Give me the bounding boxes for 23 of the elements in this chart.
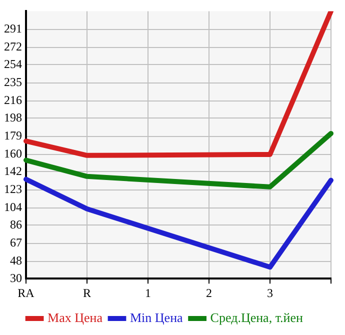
legend-label: Min Цена xyxy=(130,310,184,325)
y-tick-label: 216 xyxy=(4,93,22,108)
y-tick-label: 272 xyxy=(4,40,22,54)
y-tick-label: 123 xyxy=(4,182,22,196)
y-tick-label: 48 xyxy=(10,254,22,268)
y-tick-label: 30 xyxy=(10,270,22,285)
x-tick-label: 2 xyxy=(206,286,212,300)
y-tick-label: 291 xyxy=(4,22,22,36)
legend-label: Сред.Цена, т.йен xyxy=(210,310,304,325)
x-tick-label: 3 xyxy=(267,286,273,300)
y-tick-label: 198 xyxy=(4,110,22,124)
y-tick-label: 254 xyxy=(4,56,22,71)
legend-label: Max Цена xyxy=(48,310,103,325)
y-tick-label: 86 xyxy=(10,217,22,232)
x-tick-label: R xyxy=(82,286,92,300)
y-tick-label: 142 xyxy=(4,164,22,178)
y-tick-label: 104 xyxy=(4,200,22,214)
y-tick-label: 235 xyxy=(4,74,22,89)
y-tick-label: 160 xyxy=(4,146,22,161)
x-tick-label: 1 xyxy=(145,286,151,300)
x-tick-label: RA xyxy=(18,286,35,300)
y-tick-label: 179 xyxy=(4,128,22,142)
y-tick-label: 67 xyxy=(10,235,22,250)
